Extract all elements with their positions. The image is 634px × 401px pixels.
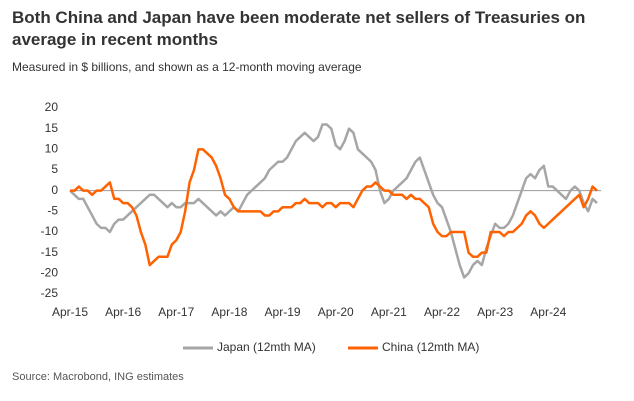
y-tick-label: 5 bbox=[51, 162, 58, 176]
legend-label: China (12mth MA) bbox=[382, 340, 479, 354]
x-tick-label: Apr-17 bbox=[158, 305, 194, 319]
y-tick-label: 15 bbox=[45, 121, 59, 135]
chart-title: Both China and Japan have been moderate … bbox=[12, 8, 586, 49]
x-tick-label: Apr-16 bbox=[105, 305, 141, 319]
y-tick-label: -5 bbox=[47, 204, 58, 218]
x-tick-label: Apr-24 bbox=[530, 305, 566, 319]
y-tick-label: -10 bbox=[41, 224, 59, 238]
x-tick-label: Apr-18 bbox=[211, 305, 247, 319]
series-line bbox=[70, 148, 598, 267]
y-tick-label: -25 bbox=[41, 286, 59, 300]
x-tick-label: Apr-15 bbox=[52, 305, 88, 319]
y-tick-label: -20 bbox=[41, 266, 59, 280]
x-tick-label: Apr-23 bbox=[477, 305, 513, 319]
x-tick-label: Apr-19 bbox=[265, 305, 301, 319]
y-tick-label: -15 bbox=[41, 245, 59, 259]
chart-subtitle: Measured in $ billions, and shown as a 1… bbox=[12, 60, 362, 74]
y-tick-label: 0 bbox=[51, 183, 58, 197]
x-tick-label: Apr-21 bbox=[371, 305, 407, 319]
legend-label: Japan (12mth MA) bbox=[217, 340, 316, 354]
y-tick-label: 20 bbox=[45, 100, 59, 114]
y-tick-label: 10 bbox=[45, 142, 59, 156]
series-line bbox=[69, 123, 598, 279]
x-tick-label: Apr-20 bbox=[318, 305, 354, 319]
x-tick-label: Apr-22 bbox=[424, 305, 460, 319]
source-note: Source: Macrobond, ING estimates bbox=[12, 371, 184, 383]
